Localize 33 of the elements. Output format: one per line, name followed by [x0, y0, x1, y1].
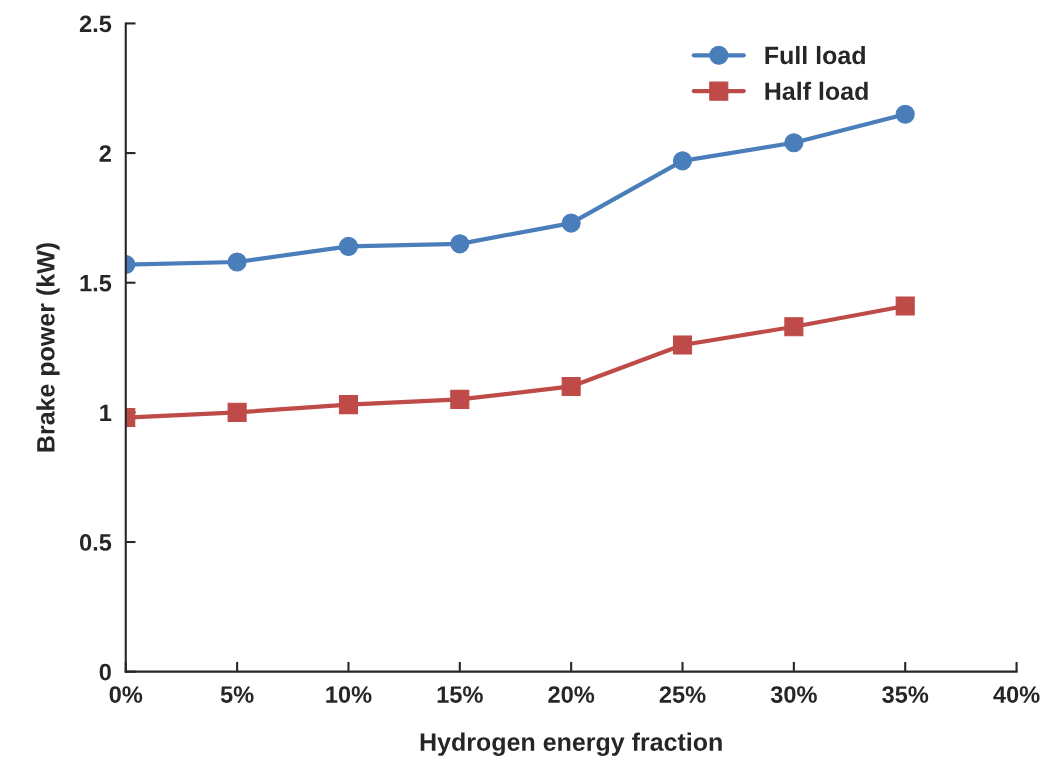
point	[450, 389, 470, 409]
y-tick-label: 0.5	[79, 534, 112, 551]
x-tick-label: 30%	[770, 686, 817, 703]
x-tick-label: 0%	[109, 686, 143, 703]
legend-label: Half load	[765, 81, 868, 101]
point	[784, 133, 804, 153]
x-tick-label: 35%	[882, 686, 929, 703]
point	[895, 296, 915, 316]
y-axis-title: Brake power (kW)	[36, 243, 60, 452]
point	[338, 236, 359, 256]
x-tick-label: 10%	[326, 686, 372, 703]
x-tick-label: 5%	[220, 686, 254, 703]
point	[672, 335, 693, 355]
legend-label: Full load	[765, 45, 865, 65]
x-tick-label: 15%	[437, 686, 483, 703]
y-tick-label: 2	[99, 145, 111, 162]
point	[672, 151, 693, 171]
point	[227, 252, 247, 272]
point	[450, 234, 470, 254]
point	[338, 395, 359, 415]
point	[784, 317, 804, 337]
y-tick-label: 0	[99, 663, 111, 681]
point	[561, 376, 581, 396]
x-axis-title: Hydrogen energy fraction	[420, 732, 722, 756]
x-tick-label: 40%	[993, 686, 1040, 703]
x-tick-label: 25%	[659, 686, 706, 703]
point	[561, 213, 581, 233]
y-tick-label: 1	[100, 404, 112, 421]
y-tick-label: 1.5	[80, 275, 112, 292]
y-tick-label: 2.5	[79, 15, 112, 33]
point	[227, 402, 247, 422]
point	[895, 104, 915, 124]
x-tick-label: 20%	[548, 686, 595, 703]
